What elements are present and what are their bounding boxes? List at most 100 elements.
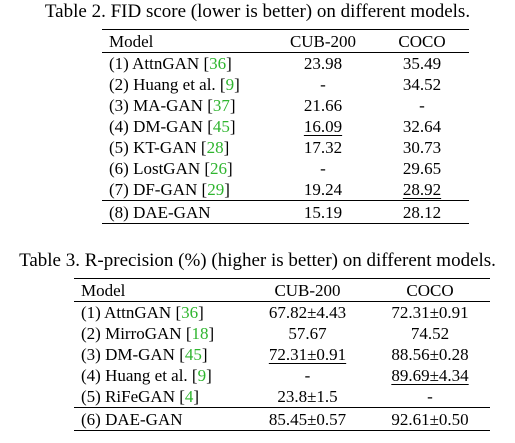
citation-link[interactable]: 45 — [184, 345, 202, 364]
second-best-value: 72.31±0.91 — [268, 345, 347, 364]
table-row: (2) MirroGAN [18] 57.67 74.52 — [74, 323, 490, 344]
cub-value: 23.8±1.5 — [277, 387, 338, 406]
table-row: (4) DM-GAN [45] 16.09 32.64 — [102, 116, 469, 137]
header-coco: COCO — [370, 278, 490, 302]
model-cell: (3) DM-GAN [45] — [74, 344, 245, 365]
model-name: (5) RiFeGAN [ — [81, 387, 185, 406]
citation-link[interactable]: 37 — [212, 96, 230, 115]
model-name: (4) DM-GAN [ — [109, 117, 213, 136]
model-name: (3) DM-GAN [ — [81, 345, 185, 364]
table-row: (6) LostGAN [26] - 29.65 — [102, 158, 469, 179]
model-cell: (2) Huang et al. [9] — [102, 74, 271, 95]
cub-value: 67.82±4.43 — [268, 303, 347, 322]
second-best-value: 28.92 — [402, 180, 442, 199]
table-row: (2) Huang et al. [9] - 34.52 — [102, 74, 469, 95]
cub-value: - — [320, 159, 326, 178]
bracket: ] — [193, 387, 200, 406]
citation-link[interactable]: 28 — [206, 138, 224, 157]
coco-value: 88.56±0.28 — [391, 345, 469, 364]
bracket: ] — [227, 159, 233, 178]
citation-link[interactable]: 45 — [212, 117, 230, 136]
coco-value: - — [419, 96, 425, 115]
header-model: Model — [102, 29, 271, 53]
citation-link[interactable]: 18 — [191, 324, 209, 343]
model-cell: (4) DM-GAN [45] — [102, 116, 271, 137]
bracket: ] — [224, 180, 230, 199]
best-cub-value: 15.19 — [271, 200, 375, 224]
cub-value: 19.24 — [303, 180, 343, 199]
second-best-value: 89.69±4.34 — [391, 366, 469, 385]
cub-value: 23.98 — [303, 54, 343, 73]
bracket: ] — [201, 345, 208, 364]
citation-link[interactable]: 4 — [184, 387, 194, 406]
model-name: (4) Huang et al. [ — [81, 366, 198, 385]
best-coco-value: 28.12 — [375, 200, 469, 224]
cub-value: 16.09 — [271, 116, 375, 137]
model-name: (2) Huang et al. [ — [109, 75, 226, 94]
model-name: (5) KT-GAN [ — [109, 138, 207, 157]
table-row: (1) AttnGAN [36] 23.98 35.49 — [102, 53, 469, 75]
table2-fid: Model CUB-200 COCO (1) AttnGAN [36] 23.9… — [102, 29, 469, 224]
table-header-row: Model CUB-200 COCO — [102, 29, 469, 53]
model-cell: (2) MirroGAN [18] — [74, 323, 245, 344]
coco-value: 29.65 — [402, 159, 442, 178]
table-row: (3) MA-GAN [37] 21.66 - — [102, 95, 469, 116]
cub-value: - — [320, 75, 326, 94]
coco-value: 74.52 — [410, 324, 450, 343]
model-name: (1) AttnGAN [ — [109, 54, 210, 73]
table-row: (7) DF-GAN [29] 19.24 28.92 — [102, 179, 469, 201]
table-row-ours: (8) DAE-GAN 15.19 28.12 — [102, 200, 469, 224]
table2-caption: Table 2. FID score (lower is better) on … — [44, 1, 471, 22]
cub-value: 57.67 — [288, 324, 327, 343]
best-coco-value: 92.61±0.50 — [370, 407, 490, 431]
header-cub200: CUB-200 — [245, 278, 370, 302]
model-cell: (4) Huang et al. [9] — [74, 365, 245, 386]
header-coco: COCO — [375, 29, 469, 53]
model-cell: (8) DAE-GAN — [102, 200, 271, 224]
table3-r-precision: Model CUB-200 COCO (1) AttnGAN [36] 67.8… — [74, 278, 490, 431]
table-row: (1) AttnGAN [36] 67.82±4.43 72.31±0.91 — [74, 302, 490, 324]
bracket: ] — [223, 138, 230, 157]
citation-link[interactable]: 9 — [225, 75, 235, 94]
model-cell: (5) KT-GAN [28] — [102, 137, 271, 158]
citation-link[interactable]: 36 — [209, 54, 227, 73]
citation-link[interactable]: 36 — [181, 303, 199, 322]
model-name: (2) MirroGAN [ — [81, 324, 192, 343]
header-model: Model — [74, 278, 245, 302]
model-cell: (5) RiFeGAN [4] — [74, 386, 245, 408]
model-name: (1) AttnGAN [ — [81, 303, 182, 322]
bracket: ] — [198, 303, 204, 322]
bracket: ] — [206, 366, 212, 385]
citation-link[interactable]: 26 — [210, 159, 228, 178]
model-cell: (1) AttnGAN [36] — [102, 53, 271, 75]
best-cub-value: 85.45±0.57 — [245, 407, 370, 431]
cub-value: - — [304, 366, 311, 385]
model-cell: (3) MA-GAN [37] — [102, 95, 271, 116]
model-cell: (7) DF-GAN [29] — [102, 179, 271, 201]
header-cub200: CUB-200 — [271, 29, 375, 53]
second-best-value: 16.09 — [303, 117, 343, 136]
model-name: (3) MA-GAN [ — [109, 96, 213, 115]
coco-value: 30.73 — [402, 138, 442, 157]
coco-value: - — [427, 387, 433, 406]
table3-caption: Table 3. R-precision (%) (higher is bett… — [19, 250, 496, 271]
table-row: (4) Huang et al. [9] - 89.69±4.34 — [74, 365, 490, 386]
model-cell: (6) LostGAN [26] — [102, 158, 271, 179]
table-row-ours: (6) DAE-GAN 85.45±0.57 92.61±0.50 — [74, 407, 490, 431]
cub-value: 21.66 — [303, 96, 343, 115]
model-cell: (6) DAE-GAN — [74, 407, 245, 431]
citation-link[interactable]: 29 — [207, 180, 225, 199]
model-name: (7) DF-GAN [ — [109, 180, 208, 199]
model-cell: (1) AttnGAN [36] — [74, 302, 245, 324]
bracket: ] — [229, 117, 236, 136]
coco-value: 32.64 — [402, 117, 442, 136]
coco-value: 34.52 — [402, 75, 442, 94]
cub-value: 72.31±0.91 — [245, 344, 370, 365]
citation-link[interactable]: 9 — [197, 366, 207, 385]
table-row: (5) KT-GAN [28] 17.32 30.73 — [102, 137, 469, 158]
table-row: (3) DM-GAN [45] 72.31±0.91 88.56±0.28 — [74, 344, 490, 365]
coco-value: 35.49 — [402, 54, 442, 73]
model-name: (6) LostGAN [ — [109, 159, 211, 178]
coco-value: 89.69±4.34 — [370, 365, 490, 386]
coco-value: 72.31±0.91 — [391, 303, 469, 322]
